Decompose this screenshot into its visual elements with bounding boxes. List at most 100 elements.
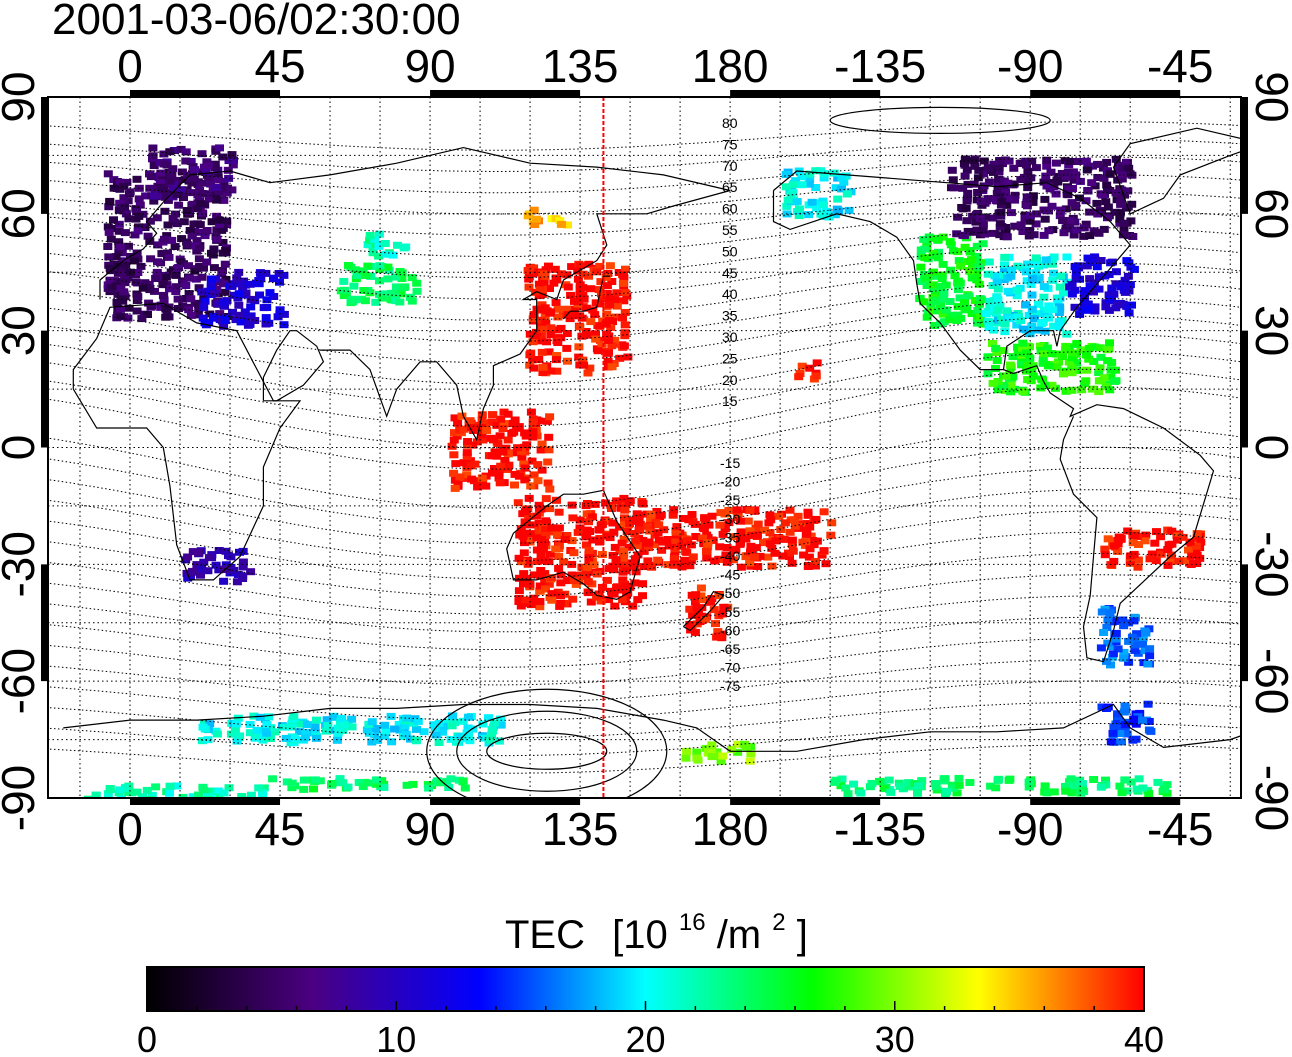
tec-cell bbox=[1022, 193, 1032, 201]
tec-cell bbox=[537, 348, 547, 356]
tec-cell bbox=[231, 316, 241, 324]
tec-cell bbox=[542, 307, 552, 315]
tec-cell bbox=[143, 232, 153, 240]
tec-cell bbox=[1129, 715, 1139, 723]
tec-cell bbox=[193, 311, 203, 319]
tec-cell bbox=[993, 378, 1003, 385]
tec-cell bbox=[556, 270, 566, 278]
tec-cell bbox=[365, 236, 375, 244]
tec-cell bbox=[576, 262, 586, 270]
tec-cell bbox=[520, 464, 530, 472]
tec-cell bbox=[458, 777, 468, 785]
tec-cell bbox=[1096, 644, 1106, 652]
tec-cell bbox=[552, 367, 562, 375]
tec-cell bbox=[1103, 639, 1113, 647]
tec-cell bbox=[535, 582, 545, 590]
contour-label: -75 bbox=[720, 678, 740, 694]
tec-cell bbox=[104, 228, 114, 236]
tec-cell bbox=[117, 795, 126, 798]
tec-cell bbox=[359, 287, 369, 294]
tec-cell bbox=[994, 775, 1004, 783]
tec-cell bbox=[1132, 785, 1142, 793]
tec-cell bbox=[212, 196, 222, 204]
colorbar-tick-labels: 0 10 20 30 40 bbox=[137, 1019, 1164, 1057]
tec-cell bbox=[436, 779, 446, 787]
tec-cell bbox=[328, 726, 338, 734]
tec-cell bbox=[200, 232, 210, 240]
tec-cell bbox=[631, 537, 641, 545]
tec-cell bbox=[494, 468, 504, 476]
tec-cell bbox=[211, 561, 221, 569]
tec-cell bbox=[484, 714, 493, 722]
latitude-labels-right: 9060300-30-60-90 bbox=[1246, 71, 1292, 831]
tec-cell bbox=[1073, 158, 1083, 165]
tec-cell bbox=[1026, 174, 1036, 182]
coastline bbox=[506, 489, 641, 601]
tec-cell bbox=[1124, 164, 1134, 172]
tec-cell bbox=[1085, 282, 1095, 290]
longitude-label-top: -135 bbox=[834, 40, 926, 92]
tec-cell bbox=[1070, 263, 1080, 271]
tec-cell bbox=[1117, 171, 1127, 179]
tec-cell bbox=[1013, 349, 1023, 357]
tec-cell bbox=[467, 475, 477, 483]
tec-cell bbox=[1082, 166, 1092, 174]
tec-cell bbox=[1174, 557, 1184, 565]
coastline bbox=[262, 330, 325, 402]
tec-cell bbox=[120, 203, 130, 211]
tec-cell bbox=[743, 517, 753, 525]
tec-cell bbox=[751, 544, 761, 552]
tec-cell bbox=[759, 539, 768, 547]
tec-cell bbox=[103, 790, 113, 798]
tec-cell bbox=[530, 332, 540, 339]
tec-cell bbox=[991, 196, 1001, 204]
tec-cell bbox=[1119, 708, 1129, 716]
tec-cell bbox=[555, 602, 565, 610]
tec-cell bbox=[391, 273, 401, 281]
tec-cell bbox=[719, 604, 729, 612]
tec-cell bbox=[1127, 200, 1137, 208]
tec-cell bbox=[514, 595, 524, 602]
tec-cell bbox=[1063, 191, 1073, 199]
tec-cell bbox=[727, 745, 736, 753]
tec-cell bbox=[462, 474, 471, 482]
tec-cell bbox=[976, 197, 986, 205]
tec-cell bbox=[354, 779, 364, 786]
tec-cell bbox=[265, 735, 275, 742]
tec-cell bbox=[692, 754, 702, 762]
tec-cell bbox=[1118, 231, 1128, 239]
tec-cell bbox=[478, 436, 488, 444]
tec-cell bbox=[453, 419, 463, 427]
tec-cell bbox=[785, 528, 795, 536]
tec-cell bbox=[831, 776, 841, 784]
tec-cell bbox=[602, 282, 612, 290]
tec-cell bbox=[219, 789, 229, 797]
tec-cell bbox=[399, 284, 409, 291]
tec-cell bbox=[539, 279, 549, 287]
tec-cell bbox=[575, 285, 585, 293]
tec-cell bbox=[1031, 220, 1041, 228]
tec-cell bbox=[1002, 233, 1012, 241]
tec-cell bbox=[361, 272, 371, 279]
tec-cell bbox=[638, 499, 648, 507]
magnetic-latitude-contours bbox=[48, 106, 1241, 798]
tec-data-layer bbox=[83, 144, 1206, 798]
tec-cell bbox=[124, 304, 134, 312]
maglat-contour bbox=[48, 386, 1241, 470]
tec-cell bbox=[529, 206, 539, 214]
tec-cell bbox=[211, 184, 221, 191]
tec-cell bbox=[523, 560, 533, 568]
tec-cell bbox=[724, 507, 734, 514]
tec-cell bbox=[590, 500, 600, 508]
tec-cell bbox=[931, 783, 941, 791]
tec-cell bbox=[567, 537, 577, 545]
tec-cell bbox=[972, 242, 982, 250]
tec-cell bbox=[397, 275, 407, 282]
tec-cell bbox=[753, 520, 763, 528]
tec-cell bbox=[810, 562, 820, 570]
tec-cell bbox=[103, 170, 113, 178]
tec-cell bbox=[996, 201, 1006, 209]
tec-cell bbox=[621, 582, 631, 590]
tec-cell bbox=[1107, 359, 1117, 366]
tec-cell bbox=[380, 721, 390, 729]
